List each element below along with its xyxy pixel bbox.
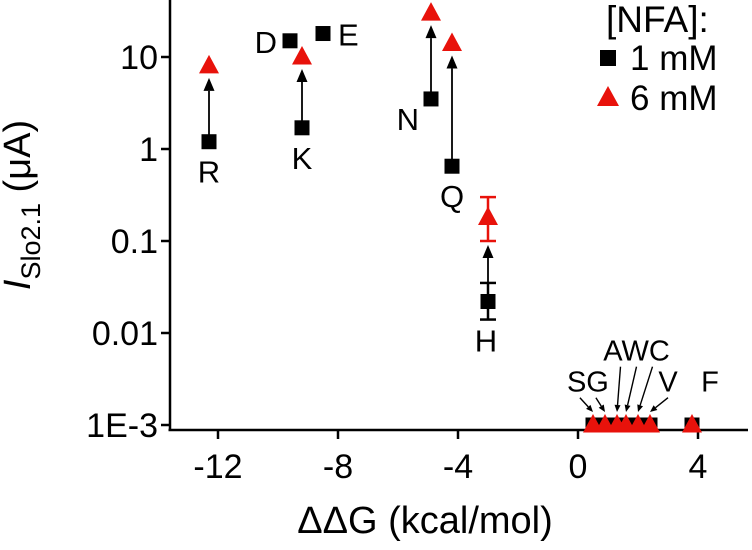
marker-triangle-R <box>199 54 219 74</box>
y-tick-label: 0.01 <box>92 315 158 353</box>
x-tick-label: -12 <box>193 448 242 486</box>
annotation-V: V <box>658 367 678 399</box>
y-tick-label: 1 <box>139 131 158 169</box>
marker-square-H <box>480 293 496 309</box>
marker-square-N <box>423 91 439 107</box>
x-tick-label: 0 <box>569 448 588 486</box>
axes: -12 -8 -4 0 4 10 1 0.1 0.01 1E-3 <box>86 0 748 486</box>
legend-square-icon <box>600 50 616 66</box>
series-6mM <box>199 2 702 433</box>
marker-triangle-Q <box>442 32 462 52</box>
series-1mM <box>201 26 700 433</box>
legend: [NFA]:1 mM6 mM <box>597 0 718 118</box>
marker-triangle-N <box>421 2 441 21</box>
legend-title: [NFA]: <box>606 0 709 40</box>
y-tick-label: 10 <box>120 39 158 77</box>
point-label-E: E <box>338 18 359 53</box>
marker-square-K <box>294 120 310 136</box>
point-label-K: K <box>292 141 313 176</box>
x-tick-label: 4 <box>689 448 708 486</box>
point-label-R: R <box>198 155 220 190</box>
legend-triangle-icon <box>597 86 619 106</box>
y-tick-label: 0.1 <box>111 223 158 261</box>
marker-triangle-V <box>640 414 660 433</box>
x-axis-title: ΔΔG (kcal/mol) <box>297 500 553 542</box>
x-tick-label: -8 <box>323 448 353 486</box>
point-label-H: H <box>475 323 497 358</box>
legend-label-6mM: 6 mM <box>630 79 718 118</box>
marker-triangle-K <box>292 46 312 65</box>
marker-square-R <box>201 134 217 150</box>
point-label-N: N <box>397 102 419 137</box>
point-labels: R D E K N Q H <box>198 18 497 359</box>
marker-square-Q <box>444 158 460 174</box>
marker-triangle-F <box>682 414 702 433</box>
point-label-Q: Q <box>440 179 464 214</box>
point-label-D: D <box>255 25 277 60</box>
annotation-SG: SG <box>567 367 609 399</box>
marker-triangle-H <box>478 206 498 226</box>
y-tick-label: 1E-3 <box>86 407 158 445</box>
marker-square-D <box>282 33 298 49</box>
annotation-AWC: AWC <box>603 336 670 368</box>
marker-square-E <box>315 26 331 42</box>
legend-label-1mM: 1 mM <box>630 39 718 78</box>
annotation-F: F <box>701 367 719 399</box>
x-tick-label: -4 <box>443 448 473 486</box>
change-arrows <box>203 25 494 302</box>
y-axis-title: ISlo2.1 (μA) <box>0 120 46 290</box>
